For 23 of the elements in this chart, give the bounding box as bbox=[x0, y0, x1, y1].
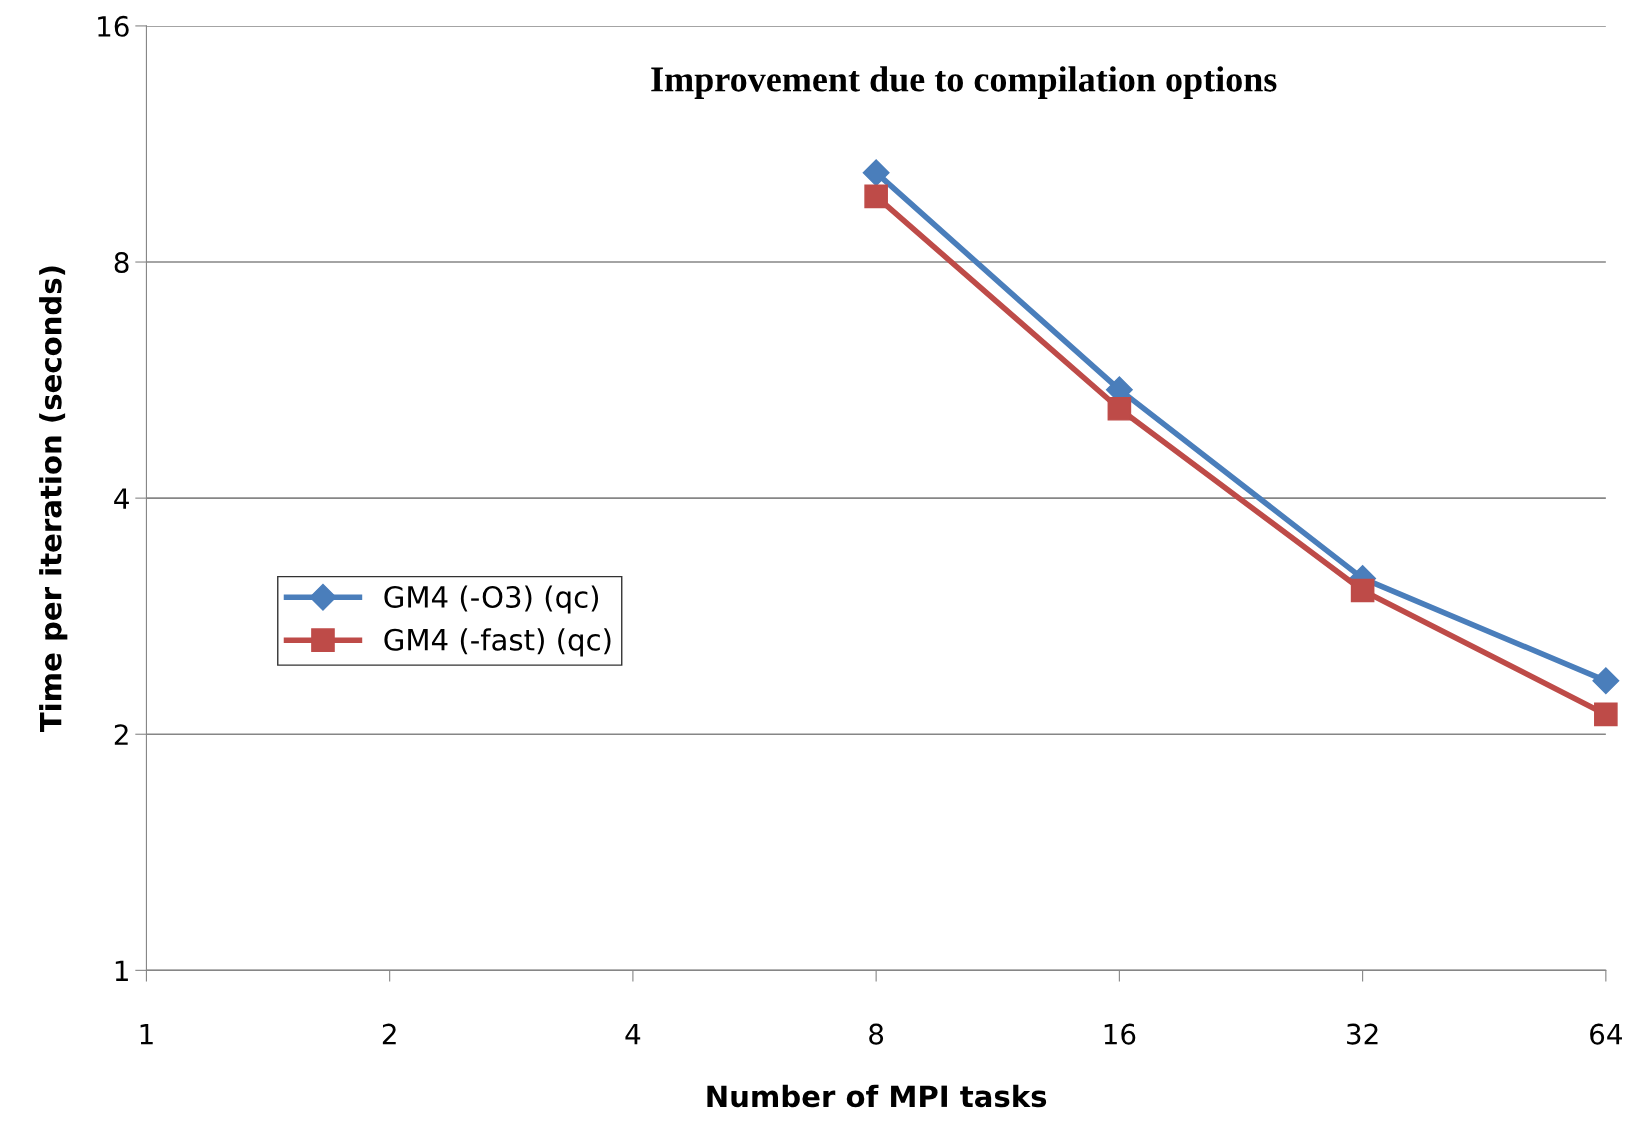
legend-label: GM4 (-fast) (qc) bbox=[384, 628, 611, 657]
x-tick-label: 64 bbox=[1590, 1023, 1622, 1045]
point bbox=[862, 159, 890, 187]
point bbox=[864, 184, 888, 209]
x-tick-label: 8 bbox=[869, 1023, 884, 1045]
y-tick-label: 2 bbox=[114, 724, 128, 745]
text: Improvement due to compilation options bbox=[651, 66, 1277, 99]
y-axis-title: Time per iteration (seconds) bbox=[39, 266, 68, 733]
y-tick-label: 1 bbox=[115, 960, 128, 981]
y-tick-label: 4 bbox=[114, 488, 129, 509]
x-tick-label: 16 bbox=[1104, 1023, 1136, 1045]
x-tick-label: 32 bbox=[1347, 1023, 1378, 1045]
x-axis-title: Number of MPI tasks bbox=[707, 1084, 1047, 1108]
y-tick-label: 8 bbox=[114, 251, 129, 273]
point bbox=[1594, 702, 1618, 727]
x-tick-label: 4 bbox=[625, 1023, 641, 1045]
legend-label: GM4 (-O3) (qc) bbox=[384, 585, 599, 614]
point bbox=[1107, 396, 1132, 421]
point bbox=[1350, 578, 1375, 603]
point bbox=[1592, 667, 1620, 695]
x-tick-label: 2 bbox=[382, 1023, 396, 1045]
x-tick-label: 1 bbox=[140, 1023, 153, 1045]
y-tick-label: 16 bbox=[98, 15, 129, 37]
